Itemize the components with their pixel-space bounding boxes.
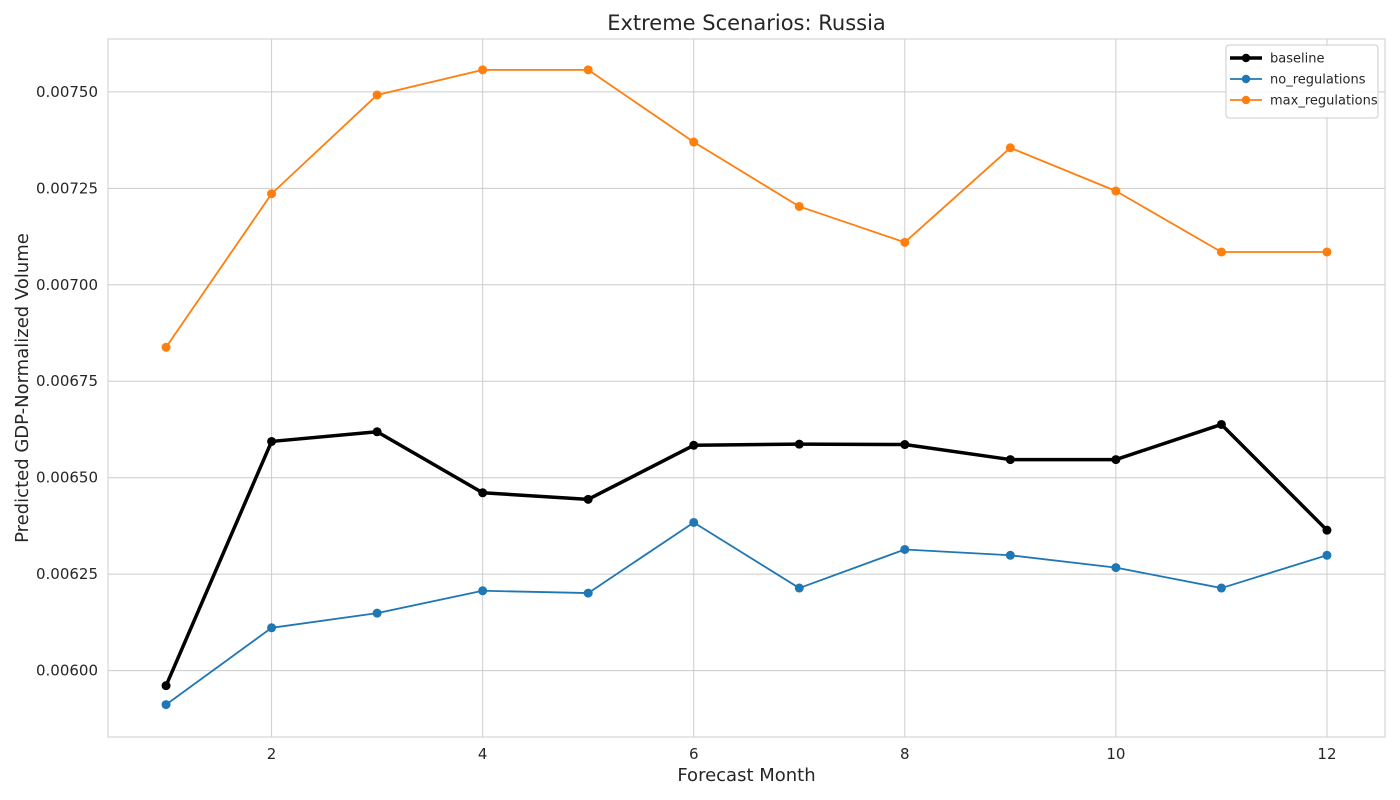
data-point-no_regulations (900, 544, 910, 554)
legend-item-baseline: baseline (1230, 52, 1324, 67)
data-point-baseline (1322, 525, 1332, 535)
series-baseline (161, 419, 1332, 691)
data-point-max_regulations (794, 201, 804, 211)
y-tick-label: 0.00725 (36, 179, 98, 197)
data-point-baseline (583, 494, 593, 504)
data-point-no_regulations (1111, 563, 1121, 573)
data-point-baseline (794, 439, 804, 449)
data-point-baseline (478, 488, 488, 498)
legend-box (1225, 44, 1379, 119)
y-tick-label: 0.00650 (36, 469, 98, 487)
grid (108, 39, 1385, 737)
data-point-no_regulations (1216, 583, 1226, 593)
y-tick-label: 0.00625 (36, 565, 98, 583)
chart-title: Extreme Scenarios: Russia (607, 11, 886, 35)
data-point-baseline (900, 440, 910, 450)
data-point-max_regulations (1322, 247, 1332, 257)
data-point-no_regulations (267, 623, 277, 633)
x-axis-title: Forecast Month (677, 765, 815, 786)
legend-label: baseline (1270, 52, 1324, 67)
data-point-baseline (161, 681, 171, 691)
data-point-no_regulations (1322, 550, 1332, 560)
data-point-baseline (372, 427, 382, 437)
data-point-baseline (1111, 455, 1121, 465)
data-point-no_regulations (372, 608, 382, 618)
x-tick-label: 12 (1317, 745, 1336, 763)
legend-swatch-marker (1241, 95, 1251, 105)
data-point-baseline (1216, 419, 1226, 429)
legend-swatch-marker (1241, 74, 1251, 84)
legend-label: max_regulations (1270, 94, 1378, 109)
x-tick-label: 2 (267, 745, 277, 763)
series-line-max_regulations (165, 68, 1327, 348)
data-point-max_regulations (478, 65, 488, 75)
data-point-no_regulations (689, 517, 699, 527)
y-axis-ticks: 0.00600 0.00625 0.00650 0.00675 0.00700 0.007… (36, 83, 98, 680)
y-tick-label: 0.00750 (36, 83, 98, 101)
data-point-max_regulations (1111, 186, 1121, 196)
x-tick-label: 10 (1106, 745, 1125, 763)
y-tick-label: 0.00675 (36, 372, 98, 390)
data-point-no_regulations (1005, 550, 1015, 560)
y-axis-title: Predicted GDP-Normalized Volume (12, 233, 33, 543)
data-point-baseline (267, 436, 277, 446)
series-line-no_regulations (165, 521, 1328, 706)
x-tick-label: 4 (478, 745, 488, 763)
x-tick-label: 6 (689, 745, 699, 763)
series-max_regulations (161, 65, 1332, 352)
data-point-max_regulations (583, 65, 593, 75)
legend: baseline no_regulations max_regulations (1225, 44, 1379, 119)
data-point-max_regulations (161, 342, 171, 352)
data-point-max_regulations (1005, 143, 1015, 153)
series-line-baseline (164, 422, 1329, 687)
data-point-max_regulations (372, 90, 382, 100)
data-point-max_regulations (689, 137, 699, 147)
data-point-baseline (689, 440, 699, 450)
y-tick-label: 0.00700 (36, 276, 98, 294)
legend-label: no_regulations (1270, 73, 1366, 88)
data-point-max_regulations (1216, 247, 1226, 257)
data-point-no_regulations (478, 586, 488, 596)
legend-item-no_regulations: no_regulations (1230, 73, 1366, 88)
data-point-no_regulations (161, 700, 171, 710)
data-point-max_regulations (267, 189, 277, 199)
plot-area-frame (107, 38, 1386, 738)
x-tick-label: 8 (900, 745, 910, 763)
data-point-baseline (1005, 455, 1015, 465)
x-axis-ticks: 2 4 6 8 10 12 (267, 745, 1337, 763)
legend-swatch-marker (1241, 53, 1251, 63)
y-tick-label: 0.00600 (36, 662, 98, 680)
data-point-no_regulations (794, 583, 804, 593)
series-group (161, 65, 1332, 710)
data-point-no_regulations (583, 588, 593, 598)
series-no_regulations (161, 517, 1332, 710)
legend-item-max_regulations: max_regulations (1230, 94, 1378, 109)
data-point-max_regulations (900, 237, 910, 247)
